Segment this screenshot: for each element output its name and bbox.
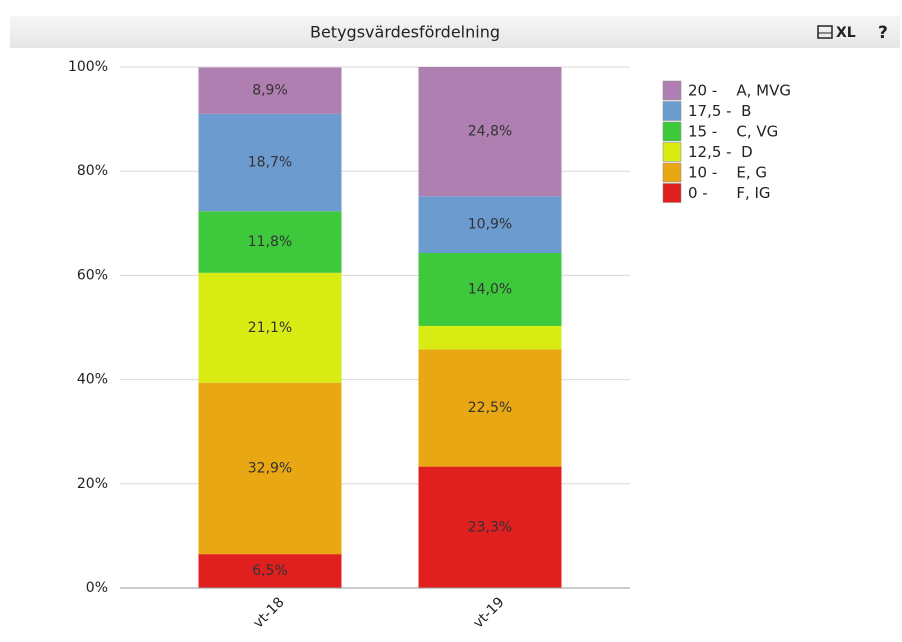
y-tick-label: 20%: [77, 476, 108, 492]
data-label: 23,3%: [468, 519, 512, 535]
y-tick-label: 60%: [77, 267, 108, 283]
legend-label: 15 - C, VG: [688, 123, 778, 141]
bar-segment: [198, 382, 342, 555]
header-bar: [10, 16, 900, 48]
data-label: 21,1%: [248, 320, 292, 336]
data-label: 11,8%: [248, 234, 292, 250]
data-label: 24,8%: [468, 124, 512, 140]
data-label: 18,7%: [248, 155, 292, 171]
legend-swatch: [662, 142, 682, 162]
help-button[interactable]: ?: [878, 23, 888, 43]
x-tick-label: vt-18: [250, 594, 287, 631]
bar-segment: [198, 67, 342, 114]
legend-label: 20 - A, MVG: [688, 82, 791, 100]
data-label: 10,9%: [468, 217, 512, 233]
bar-segment: [418, 325, 562, 350]
bar-segment: [418, 466, 562, 588]
y-tick-label: 40%: [77, 372, 108, 388]
legend-swatch: [662, 183, 682, 203]
data-label: 8,9%: [252, 83, 288, 99]
bar-segment: [418, 349, 562, 467]
y-tick-label: 100%: [68, 59, 108, 75]
x-tick-label: vt-19: [470, 594, 507, 631]
legend-label: 10 - E, G: [688, 164, 767, 182]
bar-segment: [418, 67, 562, 197]
data-label: 6,5%: [252, 563, 288, 579]
data-label: 32,9%: [248, 460, 292, 476]
legend-swatch: [662, 162, 682, 183]
bar-segment: [198, 554, 342, 588]
bar-segment: [198, 272, 342, 383]
bar-segment: [198, 211, 342, 273]
legend-label: 17,5 - B: [688, 102, 751, 120]
legend-label: 0 - F, IG: [688, 184, 771, 202]
y-tick-label: 80%: [77, 163, 108, 179]
legend-label: 12,5 - D: [688, 143, 753, 161]
excel-button[interactable]: XL: [836, 25, 856, 41]
bar-segment: [418, 252, 562, 326]
chart-title: Betygsvärdesfördelning: [310, 23, 500, 42]
print-icon[interactable]: [817, 25, 833, 39]
bar-segment: [198, 113, 342, 212]
y-tick-label: 0%: [86, 580, 108, 596]
bar-segment: [418, 196, 562, 253]
data-label: 22,5%: [468, 400, 512, 416]
legend-swatch: [662, 80, 682, 101]
legend-swatch: [662, 121, 682, 142]
legend-swatch: [662, 101, 682, 121]
data-label: 14,0%: [468, 281, 512, 297]
